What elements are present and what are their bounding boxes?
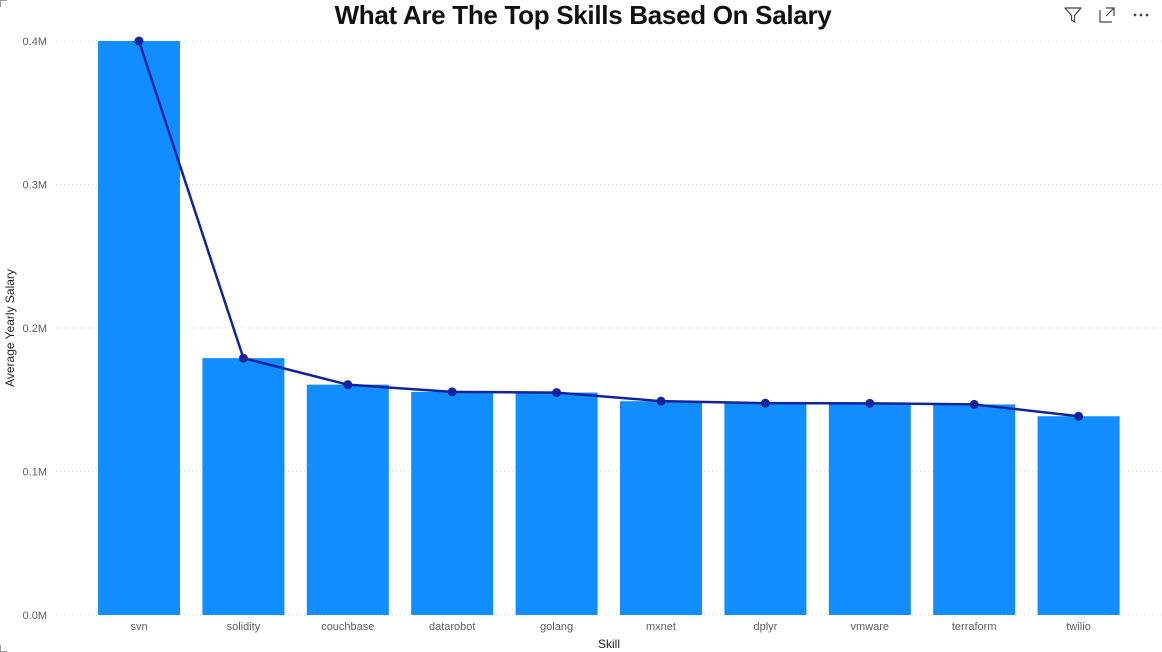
y-axis-ticks: 0.0M 0.1M 0.2M 0.3M 0.4M (23, 36, 47, 622)
bar-svn[interactable] (98, 41, 180, 615)
y-tick-label: 0.4M (23, 36, 47, 48)
line-point-solidity[interactable] (238, 353, 248, 363)
x-tick-label: couchbase (321, 621, 374, 633)
bar-twilio[interactable] (1037, 416, 1120, 615)
line-point-dplyr[interactable] (760, 398, 770, 408)
x-tick-label: svn (130, 621, 147, 633)
y-tick-label: 0.2M (23, 323, 47, 335)
y-tick-label: 0.3M (23, 180, 47, 192)
line-point-couchbase[interactable] (343, 380, 353, 390)
bar-datarobot[interactable] (411, 391, 494, 615)
x-axis-label: Skill (598, 637, 620, 651)
bar-golang[interactable] (515, 392, 598, 615)
x-tick-label: mxnet (646, 621, 676, 633)
bar-solidity[interactable] (202, 358, 285, 615)
x-tick-label: dplyr (753, 621, 777, 633)
line-point-twilio[interactable] (1074, 411, 1084, 421)
corner-top-left (0, 0, 7, 7)
more-options-icon[interactable] (1128, 4, 1154, 26)
bar-dplyr[interactable] (724, 403, 807, 615)
x-tick-label: solidity (227, 621, 261, 633)
line-point-mxnet[interactable] (656, 396, 666, 406)
line-point-vmware[interactable] (865, 398, 875, 408)
x-tick-label: twilio (1066, 621, 1090, 633)
y-axis-label: Average Yearly Salary (3, 269, 17, 387)
bar-vmware[interactable] (828, 403, 911, 615)
filter-icon[interactable] (1060, 4, 1086, 26)
trend-line (137, 40, 1079, 418)
bar-series (98, 41, 1120, 615)
x-tick-label: datarobot (429, 621, 475, 633)
bar-terraform[interactable] (933, 404, 1016, 615)
line-series (134, 36, 1084, 421)
x-tick-label: terraform (952, 621, 997, 633)
line-point-datarobot[interactable] (447, 387, 457, 397)
y-tick-label: 0.0M (23, 610, 47, 622)
x-tick-label: vmware (851, 621, 890, 633)
visual-header-icons (1060, 4, 1154, 26)
bar-couchbase[interactable] (306, 384, 389, 615)
x-axis-ticks: svn solidity couchbase datarobot golang mxnet… (130, 621, 1090, 633)
bar-mxnet[interactable] (620, 401, 702, 615)
chart-title: What Are The Top Skills Based On Salary (334, 0, 832, 30)
focus-mode-icon[interactable] (1094, 4, 1120, 26)
y-tick-label: 0.1M (23, 467, 47, 479)
line-point-golang[interactable] (552, 388, 562, 398)
line-point-svn[interactable] (134, 36, 144, 46)
line-point-terraform[interactable] (969, 399, 979, 409)
x-tick-label: golang (540, 621, 573, 633)
